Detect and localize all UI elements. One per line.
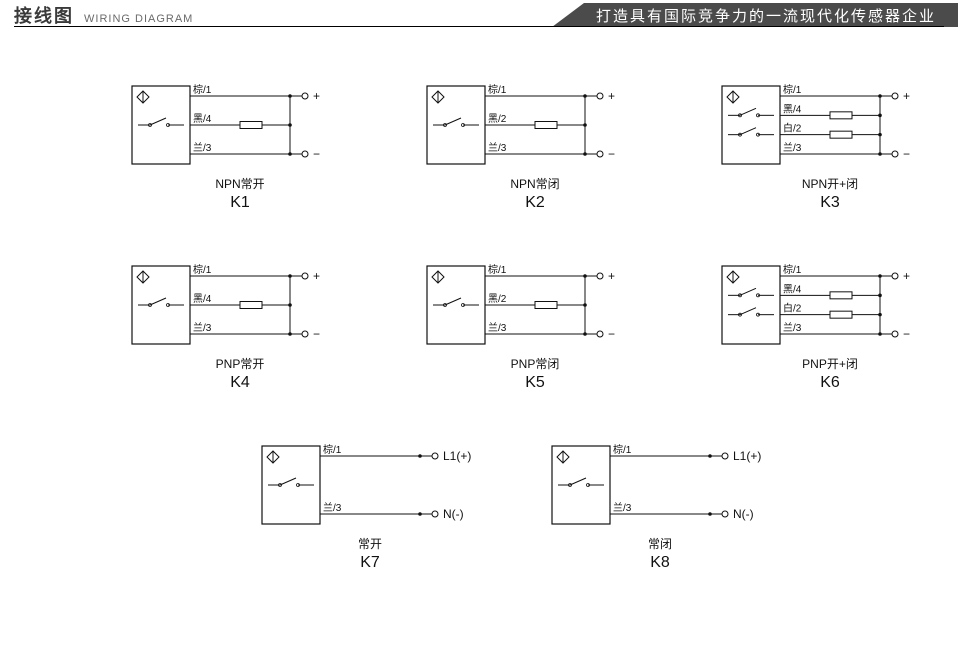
diagram-cell: 棕/1+黑/4白/2兰/3− NPN开+闭 K3 (685, 80, 958, 170)
svg-text:棕/1: 棕/1 (613, 443, 632, 456)
svg-text:兰/3: 兰/3 (783, 141, 802, 154)
svg-text:白/2: 白/2 (783, 302, 802, 315)
svg-text:白/2: 白/2 (783, 122, 802, 135)
svg-text:棕/1: 棕/1 (783, 83, 802, 96)
diagram-code: K7 (225, 554, 515, 572)
svg-text:L1(+): L1(+) (733, 449, 761, 463)
svg-text:黑/2: 黑/2 (488, 293, 507, 305)
diagram-code: K3 (685, 194, 958, 212)
svg-text:+: + (903, 89, 910, 103)
svg-text:−: − (313, 327, 320, 341)
svg-text:黑/4: 黑/4 (193, 113, 212, 125)
diagram-code: K8 (515, 554, 805, 572)
svg-text:L1(+): L1(+) (443, 449, 471, 463)
svg-text:兰/3: 兰/3 (488, 321, 507, 334)
svg-text:兰/3: 兰/3 (323, 501, 342, 514)
diagram-cell: 棕/1L1(+)兰/3N(-) 常闭 K8 (515, 440, 805, 530)
header-banner: 打造具有国际竞争力的一流现代化传感器企业 (552, 3, 958, 27)
diagram-grid: 棕/1 + 黑/4 兰/3 − NPN常开 K1 棕/1 + 黑/2 兰/3 − NPN常闭 K… (0, 60, 958, 640)
diagram-svg-wrap: 棕/1 + 黑/4 白/2 兰/3 − (720, 260, 940, 350)
svg-text:+: + (313, 89, 320, 103)
diagram-cell: 棕/1+黑/2兰/3− NPN常闭 K2 (390, 80, 680, 170)
svg-text:黑/2: 黑/2 (488, 113, 507, 125)
svg-text:−: − (608, 147, 615, 161)
svg-text:黑/4: 黑/4 (783, 103, 802, 115)
diagram-type-label: 常开 (225, 535, 515, 552)
svg-text:黑/4: 黑/4 (783, 283, 802, 295)
svg-text:棕/1: 棕/1 (488, 83, 507, 96)
svg-text:棕/1: 棕/1 (783, 263, 802, 276)
svg-text:N(-): N(-) (443, 507, 464, 521)
diagram-labels: PNP常开 K4 (95, 355, 385, 392)
diagram-labels: PNP常闭 K5 (390, 355, 680, 392)
diagram-labels: 常闭 K8 (515, 535, 805, 572)
diagram-labels: NPN开+闭 K3 (685, 175, 958, 212)
diagram-type-label: PNP开+闭 (685, 355, 958, 372)
svg-text:兰/3: 兰/3 (193, 321, 212, 334)
diagram-type-label: NPN常闭 (390, 175, 680, 192)
diagram-svg-wrap: 棕/1 + 黑/4 兰/3 − (130, 260, 350, 350)
diagram-svg-wrap: 棕/1 + 黑/2 兰/3 − (425, 260, 645, 350)
diagram-svg-wrap: 棕/1 L1(+) 兰/3 N(-) (260, 440, 480, 530)
diagram-type-label: NPN常开 (95, 175, 385, 192)
diagram-type-label: 常闭 (515, 535, 805, 552)
svg-text:棕/1: 棕/1 (193, 263, 212, 276)
svg-text:−: − (903, 327, 910, 341)
diagram-labels: NPN常开 K1 (95, 175, 385, 212)
diagram-svg-wrap: 棕/1 + 黑/4 兰/3 − (130, 80, 350, 170)
svg-text:兰/3: 兰/3 (783, 321, 802, 334)
diagram-cell: 棕/1+黑/4兰/3− PNP常开 K4 (95, 260, 385, 350)
svg-text:兰/3: 兰/3 (488, 141, 507, 154)
diagram-cell: 棕/1+黑/2兰/3− PNP常闭 K5 (390, 260, 680, 350)
diagram-type-label: PNP常开 (95, 355, 385, 372)
diagram-labels: PNP开+闭 K6 (685, 355, 958, 392)
diagram-svg-wrap: 棕/1 + 黑/4 白/2 兰/3 − (720, 80, 940, 170)
diagram-labels: 常开 K7 (225, 535, 515, 572)
diagram-svg-wrap: 棕/1 + 黑/2 兰/3 − (425, 80, 645, 170)
svg-text:兰/3: 兰/3 (613, 501, 632, 514)
svg-text:N(-): N(-) (733, 507, 754, 521)
diagram-cell: 棕/1+黑/4白/2兰/3− PNP开+闭 K6 (685, 260, 958, 350)
page-header: 接线图 WIRING DIAGRAM 打造具有国际竞争力的一流现代化传感器企业 (0, 0, 958, 32)
diagram-cell: 棕/1L1(+)兰/3N(-) 常开 K7 (225, 440, 515, 530)
diagram-labels: NPN常闭 K2 (390, 175, 680, 212)
header-title-en: WIRING DIAGRAM (84, 13, 193, 25)
svg-text:+: + (903, 269, 910, 283)
diagram-type-label: NPN开+闭 (685, 175, 958, 192)
svg-text:棕/1: 棕/1 (193, 83, 212, 96)
svg-text:兰/3: 兰/3 (193, 141, 212, 154)
svg-text:棕/1: 棕/1 (323, 443, 342, 456)
svg-text:−: − (903, 147, 910, 161)
svg-text:+: + (313, 269, 320, 283)
header-title-cn: 接线图 (14, 2, 74, 28)
svg-text:棕/1: 棕/1 (488, 263, 507, 276)
svg-text:−: − (608, 327, 615, 341)
diagram-code: K2 (390, 194, 680, 212)
header-title-block: 接线图 WIRING DIAGRAM (14, 2, 193, 28)
diagram-code: K4 (95, 374, 385, 392)
diagram-code: K5 (390, 374, 680, 392)
diagram-code: K1 (95, 194, 385, 212)
svg-text:−: − (313, 147, 320, 161)
svg-text:+: + (608, 89, 615, 103)
diagram-svg-wrap: 棕/1 L1(+) 兰/3 N(-) (550, 440, 770, 530)
svg-text:黑/4: 黑/4 (193, 293, 212, 305)
svg-text:+: + (608, 269, 615, 283)
diagram-code: K6 (685, 374, 958, 392)
diagram-cell: 棕/1+黑/4兰/3− NPN常开 K1 (95, 80, 385, 170)
header-underline (14, 26, 944, 27)
diagram-type-label: PNP常闭 (390, 355, 680, 372)
